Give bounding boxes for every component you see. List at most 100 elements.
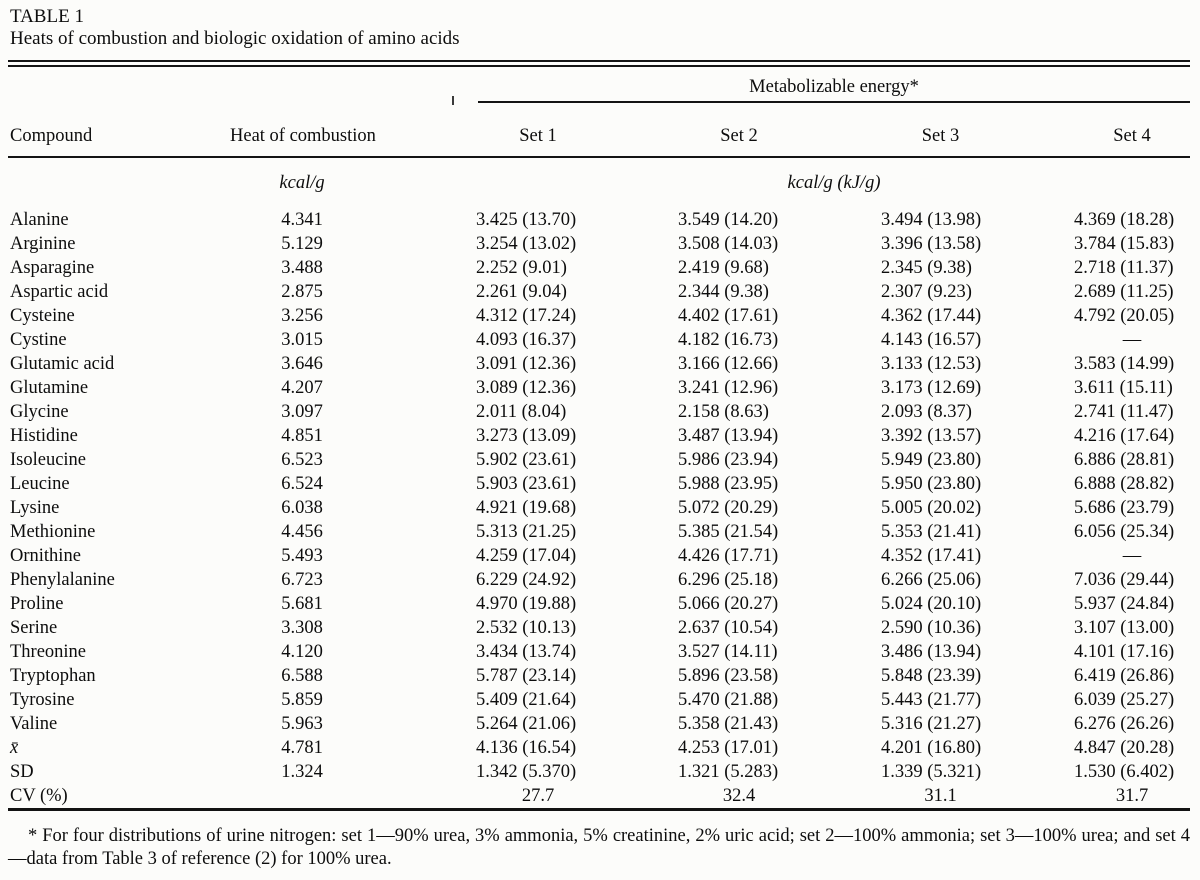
set1-cell: 3.434 (13.74) (476, 642, 577, 662)
heat-of-combustion-cell: 6.524 (281, 474, 323, 494)
heat-of-combustion-cell: 4.781 (281, 738, 323, 758)
set3-cell: 3.494 (13.98) (881, 210, 982, 230)
set3-cell: 4.201 (16.80) (881, 738, 982, 758)
set4-cell: 6.039 (25.27) (1074, 690, 1175, 710)
heat-of-combustion-cell: 6.723 (281, 570, 323, 590)
compound-cell: Histidine (10, 426, 78, 446)
set3-cell: 2.093 (8.37) (881, 402, 972, 422)
heat-of-combustion-cell: 3.488 (281, 258, 323, 278)
set2-cell: 3.508 (14.03) (678, 234, 779, 254)
table-row: Histidine 4.851 3.273 (13.09) 3.487 (13.… (8, 424, 1190, 448)
table-row: Glycine 3.097 2.011 (8.04) 2.158 (8.63) … (8, 400, 1190, 424)
set3-cell: 3.396 (13.58) (881, 234, 982, 254)
set1-cell: 4.259 (17.04) (476, 546, 577, 566)
set1-cell: 3.091 (12.36) (476, 354, 577, 374)
set2-cell: 5.385 (21.54) (678, 522, 779, 542)
set1-cell: 4.312 (17.24) (476, 306, 577, 326)
metabolizable-units-label: kcal/g (kJ/g) (787, 172, 881, 193)
compound-cell: Alanine (10, 210, 69, 230)
table-row: Ornithine 5.493 4.259 (17.04) 4.426 (17.… (8, 544, 1190, 568)
set2-cell: 6.296 (25.18) (678, 570, 779, 590)
heat-units-label: kcal/g (279, 172, 325, 193)
heat-of-combustion-cell: 3.308 (281, 618, 323, 638)
table-row: Valine 5.963 5.264 (21.06) 5.358 (21.43)… (8, 712, 1190, 736)
set1-cell: 4.921 (19.68) (476, 498, 577, 518)
set1-cell: 3.273 (13.09) (476, 426, 577, 446)
set4-cell: 6.056 (25.34) (1074, 522, 1175, 542)
set4-cell: 4.369 (18.28) (1074, 210, 1175, 230)
table-row: Lysine 6.038 4.921 (19.68) 5.072 (20.29)… (8, 496, 1190, 520)
set3-cell: 2.590 (10.36) (881, 618, 982, 638)
heat-of-combustion-cell: 5.963 (281, 714, 323, 734)
set1-cell: 3.254 (13.02) (476, 234, 577, 254)
compound-cell: Cystine (10, 330, 67, 350)
heat-of-combustion-cell: 4.456 (281, 522, 323, 542)
footnote: * For four distributions of urine nitrog… (8, 826, 1190, 869)
table-body: Alanine 4.341 3.425 (13.70) 3.549 (14.20… (8, 208, 1191, 811)
set2-cell: 3.241 (12.96) (678, 378, 779, 398)
set1-cell: 4.970 (19.88) (476, 594, 577, 614)
set4-cell: 4.216 (17.64) (1074, 426, 1175, 446)
set4-cell: 1.530 (6.402) (1074, 762, 1175, 782)
compound-cell: Leucine (10, 474, 70, 494)
set2-cell: 3.549 (14.20) (678, 210, 779, 230)
heat-of-combustion-cell: 2.875 (281, 282, 323, 302)
table-row: Leucine 6.524 5.903 (23.61) 5.988 (23.95… (8, 472, 1190, 496)
set2-cell: 2.344 (9.38) (678, 282, 769, 302)
heat-of-combustion-column-header: Heat of combustion (230, 103, 410, 158)
set4-cell: 5.937 (24.84) (1074, 594, 1175, 614)
set3-cell: 3.173 (12.69) (881, 378, 982, 398)
table-caption: Heats of combustion and biologic oxidati… (10, 28, 460, 49)
set4-cell: 4.101 (17.16) (1074, 642, 1175, 662)
set4-cell: 7.036 (29.44) (1074, 570, 1175, 590)
table-row: Asparagine 3.488 2.252 (9.01) 2.419 (9.6… (8, 256, 1190, 280)
table-row: CV (%) 27.7 32.4 31.1 31.7 (8, 784, 1191, 811)
set2-cell: 4.253 (17.01) (678, 738, 779, 758)
set3-cell: 6.266 (25.06) (881, 570, 982, 590)
compound-cell: Proline (10, 594, 64, 614)
compound-cell: Valine (10, 714, 58, 734)
compound-cell: x̄ (10, 738, 19, 758)
set4-cell: 3.611 (15.11) (1074, 378, 1173, 398)
set2-cell: 2.158 (8.63) (678, 402, 769, 422)
set4-cell: 6.886 (28.81) (1074, 450, 1175, 470)
units-spacer (8, 157, 230, 208)
compound-cell: Methionine (10, 522, 96, 542)
set2-cell: 2.637 (10.54) (678, 618, 779, 638)
compound-cell: Aspartic acid (10, 282, 109, 302)
set3-cell: 31.1 (800, 784, 1000, 811)
compound-cell: Arginine (10, 234, 76, 254)
heat-of-combustion-cell: 4.851 (281, 426, 323, 446)
units-row: kcal/g kcal/g (kJ/g) (8, 157, 1190, 208)
set3-cell: 5.005 (20.02) (881, 498, 982, 518)
set1-cell: 1.342 (5.370) (476, 762, 577, 782)
set1-cell: 2.261 (9.04) (476, 282, 567, 302)
set1-cell: 2.532 (10.13) (476, 618, 577, 638)
compound-cell: SD (10, 762, 34, 782)
amino-acid-table: Metabolizable energy* Compound Heat of c… (8, 67, 1191, 811)
set2-cell: 4.402 (17.61) (678, 306, 779, 326)
set4-cell: 5.686 (23.79) (1074, 498, 1175, 518)
column-header-row: Compound Heat of combustion Set 1 Set 2 … (8, 103, 1191, 158)
set4-cell: 3.583 (14.99) (1074, 354, 1175, 374)
set3-cell: 2.345 (9.38) (881, 258, 972, 278)
metabolizable-energy-header: Metabolizable energy* (478, 77, 1191, 103)
set4-column-header: Set 4 (1000, 103, 1191, 158)
heat-of-combustion-cell: 3.097 (281, 402, 323, 422)
table-row: Glutamine 4.207 3.089 (12.36) 3.241 (12.… (8, 376, 1190, 400)
set1-cell: 5.787 (23.14) (476, 666, 577, 686)
heat-of-combustion-cell: 4.120 (281, 642, 323, 662)
set3-cell: 1.339 (5.321) (881, 762, 982, 782)
heat-of-combustion-cell: 3.015 (281, 330, 323, 350)
set4-cell: 6.419 (26.86) (1074, 666, 1175, 686)
table-row: Glutamic acid 3.646 3.091 (12.36) 3.166 … (8, 352, 1190, 376)
set4-cell: 6.888 (28.82) (1074, 474, 1175, 494)
set4-cell: 31.7 (1000, 784, 1191, 811)
compound-cell: Glutamine (10, 378, 89, 398)
set3-cell: 3.486 (13.94) (881, 642, 982, 662)
set1-cell: 4.136 (16.54) (476, 738, 577, 758)
compound-cell: Tryptophan (10, 666, 96, 686)
compound-cell: Cysteine (10, 306, 75, 326)
table-row: Alanine 4.341 3.425 (13.70) 3.549 (14.20… (8, 208, 1190, 232)
table-row: Proline 5.681 4.970 (19.88) 5.066 (20.27… (8, 592, 1190, 616)
